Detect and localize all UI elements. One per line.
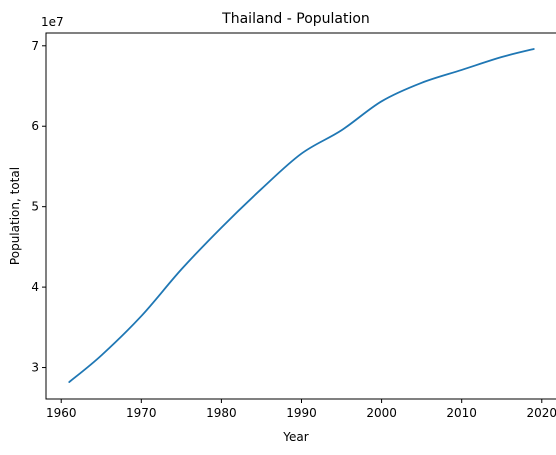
y-tick-label: 7 [31, 39, 39, 53]
x-tick-label: 2010 [446, 406, 477, 420]
series-layer [68, 48, 535, 383]
x-tick-label: 1980 [206, 406, 237, 420]
x-tick-label: 1960 [46, 406, 77, 420]
x-tick-label: 1990 [286, 406, 317, 420]
chart-title: Thailand - Population [221, 11, 370, 27]
y-axis-label: Population, total [8, 167, 22, 265]
x-tick-label: 2020 [527, 406, 556, 420]
y-tick-label: 5 [31, 200, 39, 214]
y-tick-label: 3 [31, 361, 39, 375]
y-axis-ticks: 3 4 5 6 7 [31, 39, 46, 375]
x-axis-label: Year [282, 430, 308, 444]
x-tick-label: 1970 [126, 406, 157, 420]
y-tick-label: 4 [31, 280, 39, 294]
y-tick-label: 6 [31, 119, 39, 133]
x-axis-ticks: 1960 1970 1980 1990 2000 2010 2020 [46, 399, 556, 420]
plot-frame [45, 32, 556, 400]
population-series-line [68, 48, 535, 383]
y-axis-offset-label: 1e7 [41, 15, 64, 29]
x-tick-label: 2000 [366, 406, 397, 420]
